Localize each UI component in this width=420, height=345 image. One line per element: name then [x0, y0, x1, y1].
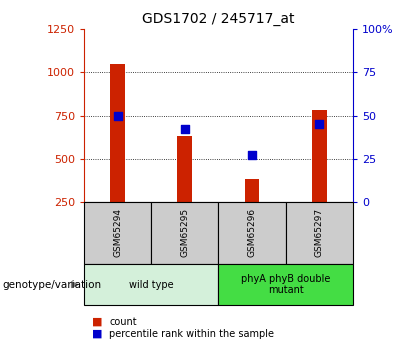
Text: genotype/variation: genotype/variation	[2, 280, 101, 289]
Point	[114, 113, 121, 118]
Point	[316, 121, 323, 127]
Point	[249, 152, 255, 158]
Text: wild type: wild type	[129, 280, 173, 289]
Bar	[110, 64, 125, 202]
Bar	[244, 179, 260, 202]
Bar	[177, 136, 192, 202]
Text: percentile rank within the sample: percentile rank within the sample	[109, 329, 274, 339]
Text: count: count	[109, 317, 137, 326]
Text: GSM65296: GSM65296	[247, 208, 257, 257]
Text: phyA phyB double
mutant: phyA phyB double mutant	[241, 274, 330, 295]
Title: GDS1702 / 245717_at: GDS1702 / 245717_at	[142, 11, 295, 26]
Text: ■: ■	[92, 329, 103, 339]
Text: GSM65294: GSM65294	[113, 208, 122, 257]
Text: GSM65295: GSM65295	[180, 208, 189, 257]
Point	[181, 127, 188, 132]
Bar	[312, 110, 327, 202]
Text: ■: ■	[92, 317, 103, 326]
Text: GSM65297: GSM65297	[315, 208, 324, 257]
